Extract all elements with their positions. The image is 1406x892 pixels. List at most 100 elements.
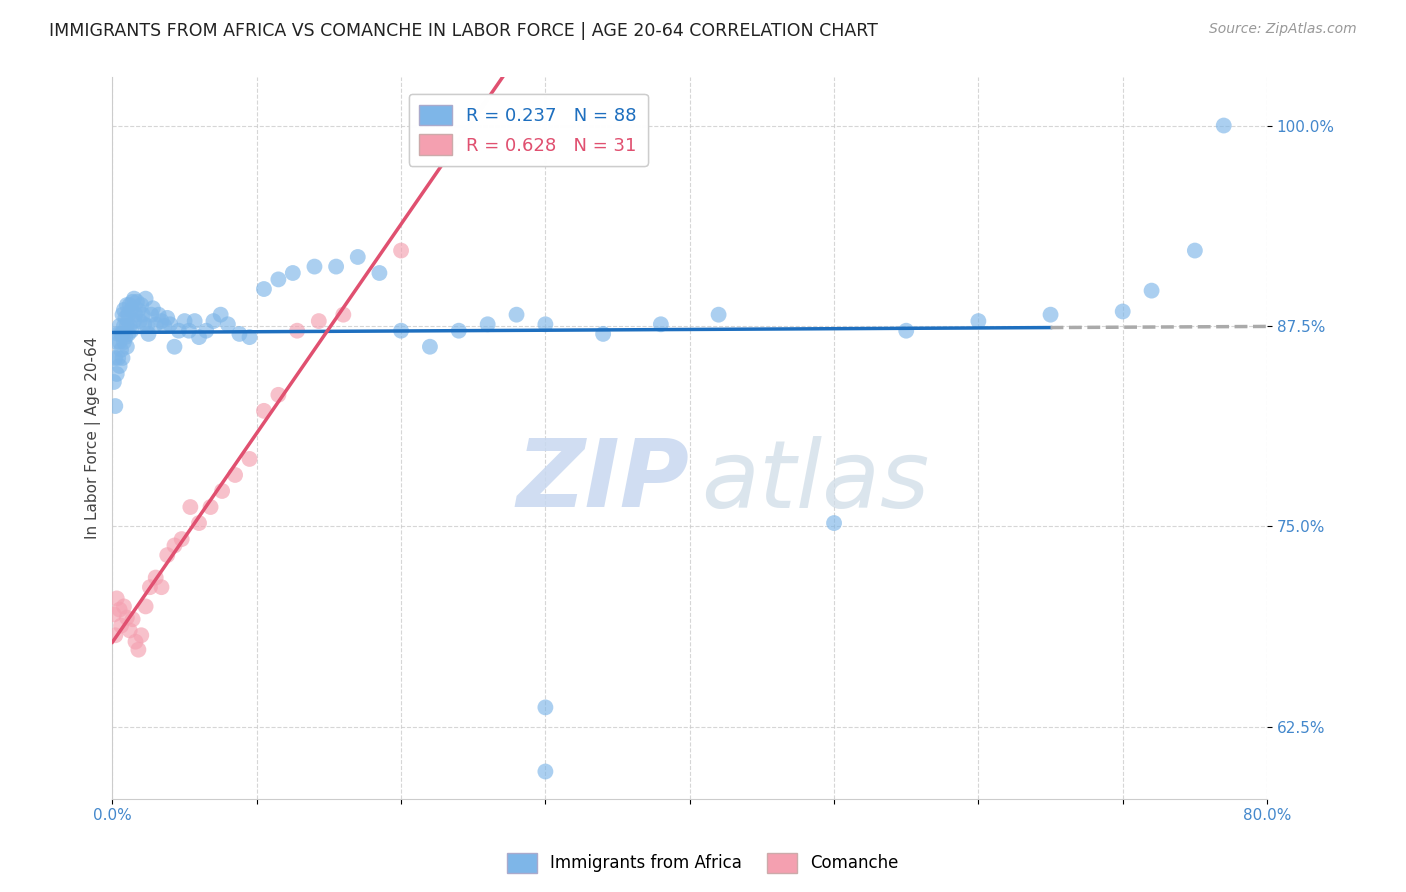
Point: [117, 326, 139, 341]
Text: ZIP: ZIP: [517, 435, 690, 527]
Point: [125, 294, 148, 309]
Point: [447, 324, 470, 338]
Point: [138, 326, 160, 341]
Point: [111, 308, 134, 322]
Point: [267, 272, 290, 286]
Point: [823, 516, 845, 530]
Point: [148, 308, 170, 322]
Point: [163, 539, 186, 553]
Legend: Immigrants from Africa, Comanche: Immigrants from Africa, Comanche: [501, 847, 905, 880]
Point: [209, 308, 232, 322]
Point: [267, 388, 290, 402]
Point: [121, 294, 143, 309]
Point: [134, 318, 156, 332]
Point: [110, 343, 132, 357]
Point: [108, 602, 131, 616]
Point: [188, 516, 211, 530]
Point: [238, 452, 260, 467]
Point: [112, 599, 135, 614]
Point: [150, 580, 173, 594]
Point: [304, 260, 326, 274]
Point: [145, 570, 167, 584]
Point: [117, 308, 139, 322]
Point: [156, 548, 179, 562]
Point: [211, 483, 233, 498]
Point: [202, 314, 225, 328]
Point: [170, 532, 193, 546]
Point: [115, 340, 138, 354]
Point: [127, 302, 149, 317]
Point: [534, 700, 557, 714]
Point: [124, 308, 146, 322]
Point: [156, 310, 179, 325]
Point: [129, 298, 152, 312]
Point: [1039, 308, 1062, 322]
Point: [110, 326, 132, 341]
Point: [238, 330, 260, 344]
Point: [177, 324, 200, 338]
Point: [118, 298, 141, 312]
Point: [346, 250, 368, 264]
Point: [179, 500, 201, 514]
Point: [142, 301, 165, 316]
Point: [195, 324, 218, 338]
Point: [253, 404, 276, 418]
Point: [118, 318, 141, 333]
Point: [122, 314, 145, 328]
Point: [112, 318, 135, 333]
Point: [107, 326, 129, 341]
Point: [308, 314, 330, 328]
Point: [228, 326, 250, 341]
Point: [121, 612, 143, 626]
Point: [127, 642, 149, 657]
Point: [120, 302, 142, 317]
Point: [115, 610, 138, 624]
Point: [105, 591, 128, 606]
Point: [111, 326, 134, 341]
Point: [114, 330, 136, 344]
Point: [650, 318, 672, 332]
Point: [368, 266, 391, 280]
Y-axis label: In Labor Force | Age 20-64: In Labor Force | Age 20-64: [86, 337, 101, 540]
Text: atlas: atlas: [702, 436, 929, 527]
Point: [332, 308, 354, 322]
Point: [120, 324, 142, 338]
Point: [135, 292, 157, 306]
Point: [107, 351, 129, 365]
Text: Source: ZipAtlas.com: Source: ZipAtlas.com: [1209, 22, 1357, 37]
Point: [153, 318, 176, 333]
Legend: R = 0.237   N = 88, R = 0.628   N = 31: R = 0.237 N = 88, R = 0.628 N = 31: [409, 94, 648, 166]
Point: [103, 375, 125, 389]
Point: [141, 308, 163, 322]
Point: [110, 618, 132, 632]
Point: [1112, 304, 1135, 318]
Point: [128, 314, 150, 328]
Point: [224, 467, 246, 482]
Point: [200, 500, 222, 514]
Point: [1140, 284, 1163, 298]
Point: [124, 634, 146, 648]
Point: [122, 292, 145, 306]
Point: [115, 298, 138, 312]
Point: [967, 314, 990, 328]
Point: [285, 324, 308, 338]
Point: [163, 340, 186, 354]
Point: [1184, 244, 1206, 258]
Point: [108, 318, 131, 333]
Point: [105, 367, 128, 381]
Text: IMMIGRANTS FROM AFRICA VS COMANCHE IN LABOR FORCE | AGE 20-64 CORRELATION CHART: IMMIGRANTS FROM AFRICA VS COMANCHE IN LA…: [49, 22, 879, 40]
Point: [115, 318, 138, 333]
Point: [145, 318, 167, 332]
Point: [132, 308, 155, 322]
Point: [112, 302, 135, 317]
Point: [477, 318, 499, 332]
Point: [108, 334, 131, 349]
Point: [136, 318, 159, 333]
Point: [188, 330, 211, 344]
Point: [129, 628, 152, 642]
Point: [217, 318, 239, 332]
Point: [707, 308, 730, 322]
Point: [419, 340, 441, 354]
Point: [150, 314, 173, 328]
Point: [114, 310, 136, 325]
